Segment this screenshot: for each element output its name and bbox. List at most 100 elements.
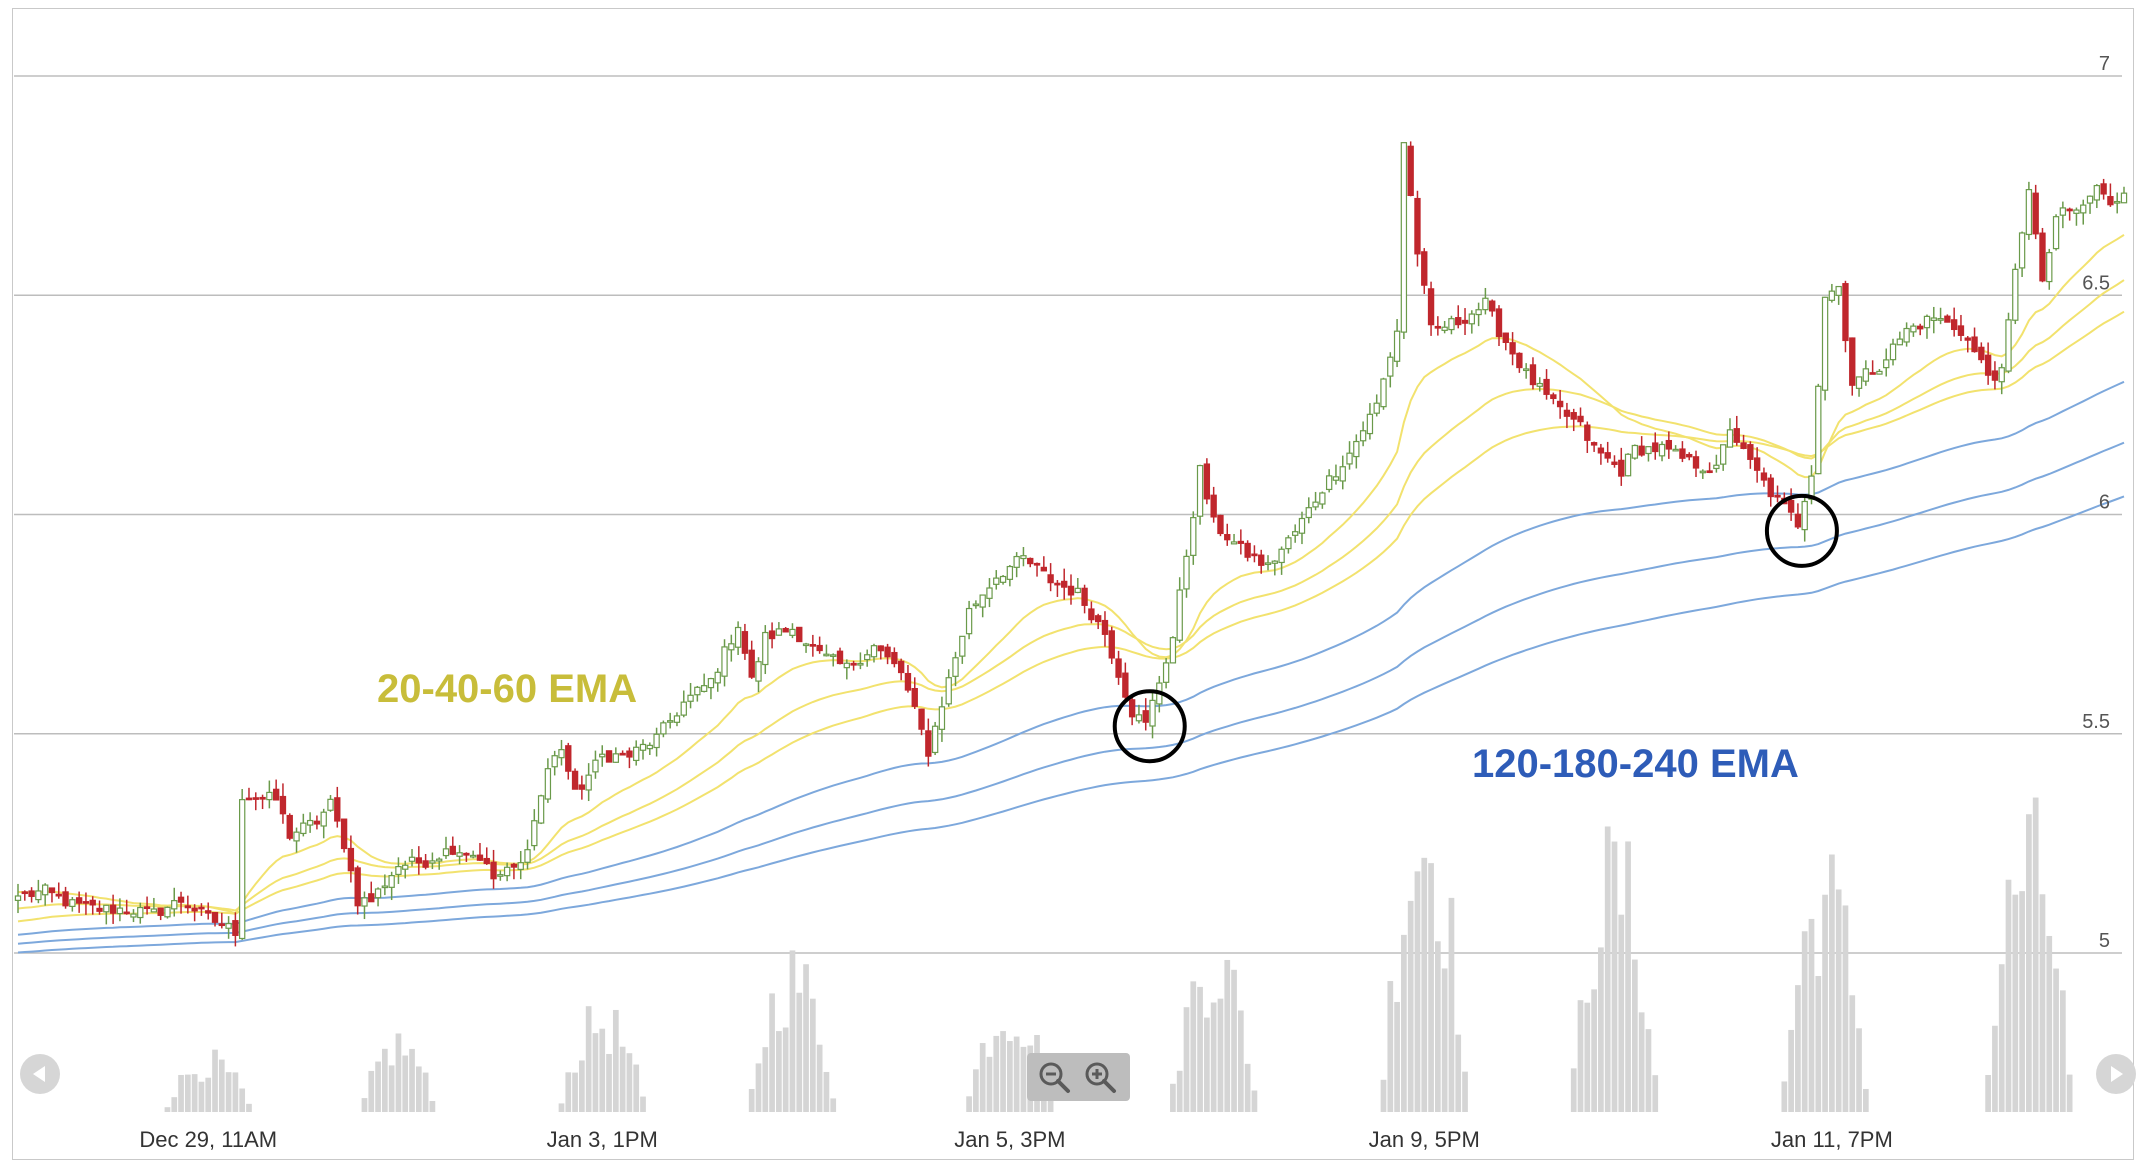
candle-body: [1292, 531, 1299, 536]
volume-bar: [1822, 894, 1828, 1112]
volume-bar: [612, 1009, 619, 1112]
candle-body: [109, 904, 117, 914]
scroll-left-button[interactable]: [20, 1054, 60, 1094]
candle-body: [897, 660, 905, 674]
candle-body: [14, 895, 22, 901]
volume-bar: [1611, 841, 1618, 1112]
volume-bar: [198, 1081, 205, 1112]
candle-body: [89, 899, 96, 906]
candle-body: [1074, 587, 1081, 594]
candle-body: [809, 644, 817, 647]
volume-bar: [1387, 981, 1394, 1112]
candle-body: [334, 797, 341, 822]
volume-bar: [789, 950, 796, 1112]
zoom-in-button[interactable]: [1083, 1060, 1117, 1094]
candle-body: [1461, 319, 1469, 324]
volume-bar: [1007, 1041, 1013, 1112]
candle-body: [959, 635, 966, 657]
candle-body: [694, 686, 701, 696]
candle-body: [2005, 319, 2012, 372]
ema-line-60: [17, 310, 2125, 923]
candle-body: [836, 650, 844, 665]
candle-body: [130, 913, 137, 918]
candle-body: [442, 848, 450, 857]
candle-body: [2059, 207, 2067, 216]
candle-body: [1842, 283, 1849, 342]
candle-body: [1543, 378, 1550, 395]
volume-bar: [640, 1096, 646, 1112]
volume-bar: [2019, 891, 2025, 1112]
volume-bar: [1244, 1063, 1251, 1112]
volume-bar: [966, 1096, 972, 1112]
candle-body: [1366, 413, 1374, 435]
candle-body: [1251, 553, 1258, 557]
volume-bar: [368, 1070, 375, 1112]
ema-annotation-long: 120-180-240 EMA: [1472, 742, 1799, 786]
candle-body: [1244, 542, 1251, 558]
candle-body: [191, 907, 198, 912]
volume-bar: [1862, 1088, 1869, 1112]
volume-bar: [585, 1006, 592, 1112]
candle-body: [252, 797, 259, 800]
candle-body: [1964, 337, 1971, 341]
arrow-right-icon: [2111, 1066, 2123, 1082]
volume-bar: [803, 964, 809, 1112]
candle-body: [2073, 209, 2080, 214]
candle-body: [1645, 446, 1652, 455]
candle-body: [198, 906, 205, 910]
x-axis: Dec 29, 11AM Jan 3, 1PM Jan 5, 3PM Jan 9, 5…: [139, 1127, 1892, 1152]
candle-body: [1930, 317, 1937, 321]
volume-bar: [361, 1098, 368, 1112]
volume-bar: [1210, 1002, 1217, 1112]
volume-bar: [1000, 1031, 1006, 1112]
volume-bar: [205, 1077, 212, 1112]
candle-body: [1162, 662, 1170, 683]
candle-body: [1013, 555, 1020, 568]
candle-body: [768, 630, 776, 640]
candle-body: [864, 654, 871, 661]
volume-bar: [1047, 1097, 1054, 1112]
candle-body: [510, 863, 518, 868]
candle-body: [843, 662, 850, 669]
candle-body: [1088, 608, 1095, 621]
candle-body: [503, 866, 511, 877]
candle-body: [551, 755, 558, 768]
zoom-out-icon: [1039, 1062, 1070, 1093]
candle-body: [1312, 501, 1319, 508]
candle-body: [877, 645, 884, 652]
candle-body: [925, 730, 932, 757]
candle-body: [639, 743, 647, 751]
candle-body: [986, 587, 993, 599]
volume-bar: [993, 1035, 1000, 1112]
volume-bar: [1217, 998, 1224, 1112]
candle-body: [911, 688, 918, 707]
volume-bar: [1985, 1074, 1991, 1112]
candle-body: [2114, 200, 2121, 204]
candle-body: [605, 750, 613, 763]
candle-body: [55, 893, 62, 897]
volume-bar: [1231, 969, 1237, 1112]
zoom-out-button[interactable]: [1037, 1060, 1071, 1094]
scroll-right-button[interactable]: [2096, 1054, 2136, 1094]
candle-body: [666, 720, 674, 723]
candle-body: [272, 788, 280, 801]
candle-body: [1774, 494, 1781, 498]
candle-body: [239, 799, 246, 940]
candle-body: [1149, 699, 1156, 727]
candle-body: [1679, 448, 1686, 459]
volume-bar: [633, 1064, 640, 1112]
volume-bar: [2005, 879, 2012, 1112]
candle-body: [483, 857, 490, 865]
candle-body: [687, 694, 694, 702]
candle-body: [1006, 565, 1014, 580]
candle-body: [1305, 507, 1312, 519]
candle-body: [1876, 370, 1883, 375]
candle-body: [137, 906, 144, 919]
candle-body: [1889, 343, 1897, 361]
volume-bar: [171, 1097, 178, 1112]
candle-body: [571, 770, 579, 790]
volume-bar: [1462, 1071, 1468, 1112]
candle-body: [1950, 319, 1958, 331]
volume-bar: [402, 1055, 409, 1112]
